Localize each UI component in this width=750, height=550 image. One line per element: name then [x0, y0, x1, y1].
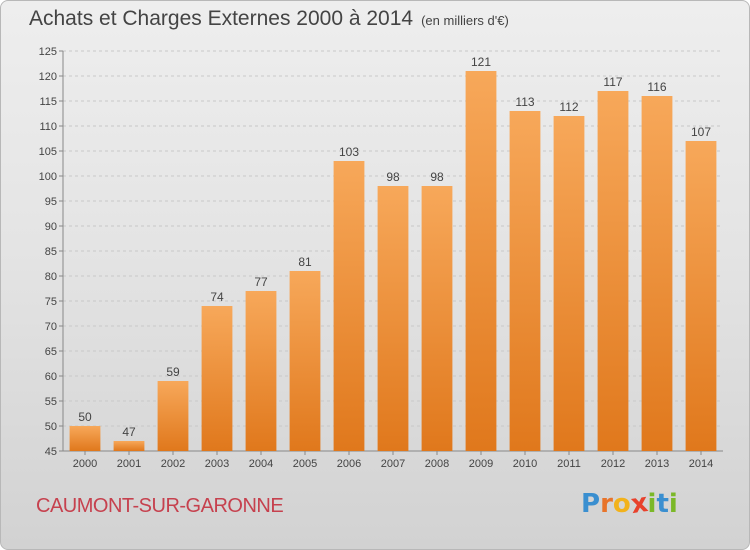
y-tick-label: 110	[39, 121, 57, 133]
bar	[509, 111, 541, 451]
logo-letter: r	[600, 489, 613, 519]
data-label: 103	[339, 145, 359, 159]
x-tick-label: 2011	[557, 458, 581, 470]
x-tick-label: 2003	[205, 458, 229, 470]
bar	[245, 291, 277, 451]
y-tick-label: 125	[39, 46, 57, 58]
bar	[201, 306, 233, 451]
x-tick-label: 2009	[469, 458, 493, 470]
data-label: 81	[298, 255, 312, 269]
chart-title: Achats et Charges Externes 2000 à 2014 (e…	[29, 7, 509, 31]
logo-letter: t	[656, 489, 669, 519]
bar	[377, 186, 409, 451]
x-tick-label: 2001	[117, 458, 141, 470]
data-label: 50	[78, 410, 92, 424]
x-tick-label: 2006	[337, 458, 361, 470]
logo-letter: i	[647, 489, 657, 519]
x-tick-label: 2008	[425, 458, 449, 470]
x-tick-label: 2002	[161, 458, 185, 470]
data-label: 77	[254, 275, 268, 289]
data-label: 121	[471, 55, 491, 69]
data-label: 116	[647, 80, 666, 94]
bar	[289, 271, 321, 451]
bar	[685, 141, 717, 451]
y-tick-label: 45	[45, 446, 57, 458]
x-tick-label: 2013	[645, 458, 669, 470]
bar	[641, 96, 673, 451]
y-tick-label: 105	[39, 146, 57, 158]
commune-name: CAUMONT-SUR-GARONNE	[36, 495, 284, 517]
logo-letter: i	[668, 489, 678, 519]
y-tick-label: 65	[45, 346, 57, 358]
y-tick-label: 120	[39, 71, 57, 83]
logo-letter: o	[612, 489, 631, 519]
data-label: 74	[210, 290, 224, 304]
y-tick-label: 100	[39, 171, 57, 183]
y-tick-label: 70	[45, 321, 57, 333]
bar	[333, 161, 365, 451]
x-tick-label: 2012	[601, 458, 625, 470]
x-tick-label: 2007	[381, 458, 405, 470]
y-tick-label: 90	[45, 221, 57, 233]
y-tick-label: 50	[45, 421, 57, 433]
bar	[113, 441, 145, 451]
x-tick-label: 2004	[249, 458, 273, 470]
x-tick-label: 2010	[513, 458, 537, 470]
data-label: 59	[166, 365, 180, 379]
bar	[465, 71, 497, 451]
y-tick-label: 60	[45, 371, 57, 383]
bar	[421, 186, 453, 451]
chart-subtitle: (en milliers d'€)	[421, 13, 509, 28]
logo-letter: P	[581, 489, 601, 519]
data-label: 98	[386, 170, 400, 184]
bar	[597, 91, 629, 451]
data-label: 112	[559, 100, 578, 114]
proxiti-logo: Proxiti	[581, 487, 678, 521]
bar	[69, 426, 101, 451]
data-label: 98	[430, 170, 444, 184]
chart-title-text: Achats et Charges Externes 2000 à 2014	[29, 7, 414, 30]
data-label: 117	[603, 75, 622, 89]
data-label: 113	[515, 95, 534, 109]
y-tick-label: 95	[45, 196, 57, 208]
y-tick-label: 115	[39, 96, 57, 108]
logo-letter: x	[628, 487, 650, 521]
y-tick-label: 75	[45, 296, 57, 308]
bar	[553, 116, 585, 451]
bar	[157, 381, 189, 451]
x-tick-label: 2005	[293, 458, 317, 470]
y-tick-label: 80	[45, 271, 57, 283]
data-label: 107	[691, 125, 711, 139]
y-tick-label: 55	[45, 396, 57, 408]
data-label: 47	[122, 425, 136, 439]
y-tick-label: 85	[45, 246, 57, 258]
x-tick-label: 2014	[689, 458, 713, 470]
x-tick-label: 2000	[73, 458, 97, 470]
